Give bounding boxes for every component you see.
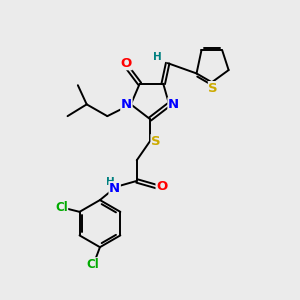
Text: Cl: Cl: [55, 201, 68, 214]
Text: N: N: [168, 98, 179, 111]
Text: Cl: Cl: [86, 258, 99, 271]
Text: S: S: [151, 135, 161, 148]
Text: O: O: [156, 180, 167, 193]
Text: N: N: [109, 182, 120, 195]
Text: H: H: [153, 52, 162, 62]
Text: S: S: [208, 82, 218, 95]
Text: N: N: [121, 98, 132, 111]
Text: H: H: [106, 176, 115, 187]
Text: O: O: [121, 57, 132, 70]
